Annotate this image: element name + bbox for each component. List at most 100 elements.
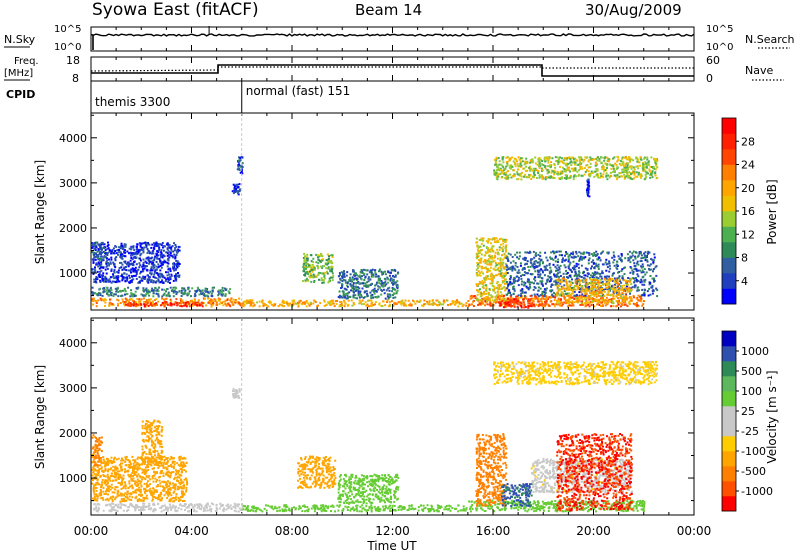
power-cell [355,288,358,291]
power-cell [553,163,556,166]
power-cell [451,301,454,304]
power-cell [180,301,183,304]
power-cell [639,281,642,284]
power-cell [134,251,137,254]
power-cell [488,238,491,241]
power-cell [611,274,614,277]
power-cell [574,281,577,284]
power-cell [501,254,503,257]
power-cell [580,300,583,303]
power-cell [502,166,505,169]
power-cell [269,302,272,305]
power-cell [496,281,499,283]
power-cell [526,260,529,263]
power-cell [482,260,485,263]
power-cell [478,272,481,274]
power-cell [115,245,118,248]
power-cell [96,276,99,279]
power-cell [121,257,123,260]
power-cell [513,281,516,284]
power-cell [170,304,173,307]
power-cell [156,257,159,260]
power-cell [117,304,119,307]
power-cell [112,275,115,277]
power-cell [497,168,500,171]
power-cell [643,291,646,294]
power-cell [306,259,309,262]
power-cell [176,303,179,306]
power-cell [595,250,598,253]
power-cell [599,301,602,304]
power-cell [648,267,650,270]
power-cell [559,288,562,291]
power-cell [534,156,537,159]
power-cell [142,269,145,272]
power-cell [186,301,189,304]
power-cell [506,281,509,283]
power-cell [535,252,537,255]
power-cell [101,241,104,244]
power-cell [625,279,628,282]
power-cell [579,166,582,168]
power-cell [131,246,134,249]
power-cell [535,177,538,179]
power-cell [512,288,515,290]
power-cell [604,169,607,172]
power-cell [134,274,137,277]
power-cell [607,285,610,288]
power-cell [125,273,128,276]
power-cell [305,265,308,267]
power-cell [312,265,315,268]
power-cell [544,267,547,270]
power-cell [121,277,124,280]
power-cell [584,291,587,294]
power-cell [167,257,170,260]
power-cell [580,291,583,294]
power-cell [381,305,384,308]
power-cell [583,257,586,260]
power-cell [566,166,569,169]
power-cell [346,282,349,285]
power-cell [591,158,594,161]
power-cell [604,290,607,293]
power-cell [145,301,148,304]
power-cell [489,274,492,276]
power-cell [158,286,161,289]
power-cell [113,264,116,267]
power-cell [538,276,541,279]
power-cell [517,294,520,297]
power-cell [146,278,149,281]
power-cell [175,259,178,262]
power-cell [637,167,640,170]
power-cell [145,242,148,245]
power-cell [567,288,570,291]
power-cell [602,282,604,285]
power-cell [481,282,484,285]
power-cell [603,157,606,160]
power-cell [539,280,542,283]
power-cell [380,270,383,273]
power-cell [506,287,509,290]
power-cell [522,298,525,301]
power-cell [580,165,583,168]
power-cell [619,305,622,308]
power-cell [554,303,556,306]
power-cell [169,278,172,280]
power-cell [140,242,143,245]
power-cell [145,287,148,290]
power-cell [542,164,545,167]
power-cell [97,249,100,252]
power-cell [366,269,369,272]
power-cell [578,271,581,274]
power-cell [354,297,357,300]
power-cell [489,269,492,272]
power-cell [556,299,558,302]
power-cluster-4 [91,241,106,262]
power-cell [176,261,179,264]
power-cell [175,250,178,253]
power-cell [531,281,533,284]
power-cell [91,271,94,274]
power-cell [595,279,598,281]
power-cell [543,295,546,298]
power-cell [633,281,636,284]
